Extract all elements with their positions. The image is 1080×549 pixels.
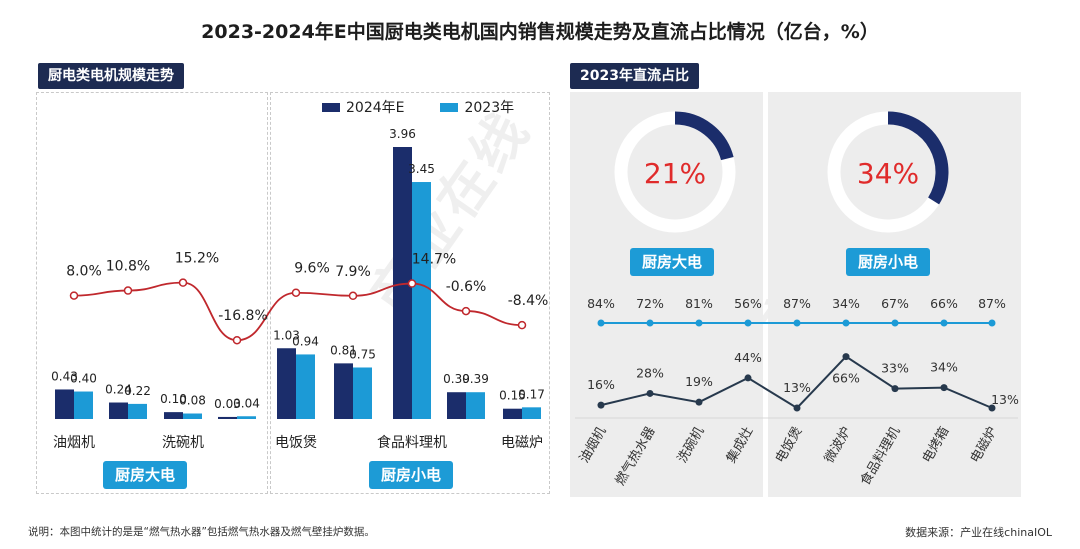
bar-2023-8 <box>522 407 541 419</box>
bar-label-2024-3: 0.03 <box>214 397 241 411</box>
large-appliance-panel <box>36 92 268 494</box>
dc-large-panel <box>570 92 763 497</box>
bar-label-2024-0: 0.43 <box>51 369 78 383</box>
legend-label-2024: 2024年E <box>346 100 405 116</box>
footnote: 说明：本图中统计的是是“燃气热水器”包括燃气热水器及燃气壁挂炉数据。 <box>28 526 375 538</box>
growth-label-5: 7.9% <box>335 264 371 280</box>
bar-legend: 2024年E 2023年 <box>322 97 514 117</box>
bar-label-2024-8: 0.15 <box>499 389 526 403</box>
growth-label-8: -8.4% <box>508 293 549 309</box>
bar-2023-7 <box>466 392 485 419</box>
bar-label-2023-6: 3.45 <box>408 162 435 176</box>
bar-2024-0 <box>55 389 74 419</box>
bar-label-2024-4: 1.03 <box>273 328 300 342</box>
growth-point-7 <box>461 306 471 316</box>
dc-small-panel <box>768 92 1021 497</box>
bar-label-2023-4: 0.94 <box>292 334 319 348</box>
growth-label-4: 9.6% <box>294 261 330 277</box>
growth-label-3: -16.8% <box>218 308 268 324</box>
legend-swatch-2024 <box>322 102 340 112</box>
bar-label-2023-1: 0.22 <box>124 384 151 398</box>
bar-2024-4 <box>277 348 296 419</box>
growth-point-3 <box>232 335 242 345</box>
bar-2024-6 <box>393 147 412 419</box>
category-label-2: 洗碗机 <box>162 435 204 451</box>
bar-2023-2 <box>183 413 202 419</box>
bar-2023-6 <box>412 182 431 419</box>
growth-label-7: -0.6% <box>446 279 487 295</box>
tag-small-appliance-right: 厨房小电 <box>846 248 931 276</box>
bar-label-2023-5: 0.75 <box>349 347 376 361</box>
tag-large-appliance-left: 厨房大电 <box>103 461 188 489</box>
legend-label-2023: 2023年 <box>464 100 515 116</box>
legend-swatch-2023 <box>440 102 459 112</box>
bar-label-2024-2: 0.10 <box>160 392 187 406</box>
right-section-label: 2023年直流占比 <box>570 63 699 89</box>
growth-point-1 <box>123 286 133 295</box>
bar-chart: 0.430.40 0.240.22 0.100.08 0.030.04 1.030.94… <box>51 127 549 451</box>
bar-2023-1 <box>128 403 147 419</box>
data-source: 数据来源：产业在线chinaIOL <box>905 526 1052 539</box>
bar-2024-1 <box>109 402 128 419</box>
bar-2023-5 <box>353 367 372 419</box>
growth-point-4 <box>291 288 301 297</box>
bar-label-2023-0: 0.40 <box>70 372 97 386</box>
chart-title: 2023-2024年E中国厨电类电机国内销售规模走势及直流占比情况（亿台，%） <box>201 21 879 43</box>
growth-label-0: 8.0% <box>66 264 102 280</box>
category-label-6: 食品料理机 <box>377 434 447 451</box>
tag-small-appliance-left: 厨房小电 <box>369 461 454 489</box>
growth-point-5 <box>348 291 358 301</box>
bar-label-2023-7: 0.39 <box>462 372 489 386</box>
category-label-0: 油烟机 <box>53 435 95 451</box>
bar-2023-3 <box>237 416 256 419</box>
bar-label-2023-8: 0.17 <box>518 387 545 401</box>
bar-2023-0 <box>74 391 93 419</box>
small-appliance-panel <box>270 92 550 494</box>
bar-label-2023-2: 0.08 <box>179 394 206 408</box>
bar-label-2024-7: 0.39 <box>443 372 470 386</box>
bar-2024-3 <box>218 416 237 419</box>
legend-item-2023: 2023年 <box>440 97 514 117</box>
growth-point-2 <box>178 278 188 287</box>
bar-label-2024-5: 0.81 <box>330 343 357 357</box>
bar-label-2024-6: 3.96 <box>389 127 416 141</box>
growth-point-8 <box>517 320 527 330</box>
category-label-4: 电饭煲 <box>275 434 317 451</box>
bar-2024-2 <box>164 412 183 419</box>
bar-2024-7 <box>447 392 466 419</box>
bar-2024-5 <box>334 363 353 419</box>
category-label-8: 电磁炉 <box>501 435 543 451</box>
growth-point-0 <box>69 291 79 300</box>
growth-label-6: 14.7% <box>412 252 456 268</box>
growth-point-6 <box>407 279 417 288</box>
bar-2024-8 <box>503 408 522 419</box>
tag-large-appliance-right: 厨房大电 <box>630 248 715 276</box>
left-section-label: 厨电类电机规模走势 <box>38 63 184 89</box>
growth-label-2: 15.2% <box>175 251 219 267</box>
growth-label-1: 10.8% <box>106 259 150 275</box>
bar-label-2024-1: 0.24 <box>105 383 132 397</box>
bar-label-2023-3: 0.04 <box>233 396 260 410</box>
bar-2023-4 <box>296 354 315 419</box>
legend-item-2024: 2024年E <box>322 97 404 117</box>
